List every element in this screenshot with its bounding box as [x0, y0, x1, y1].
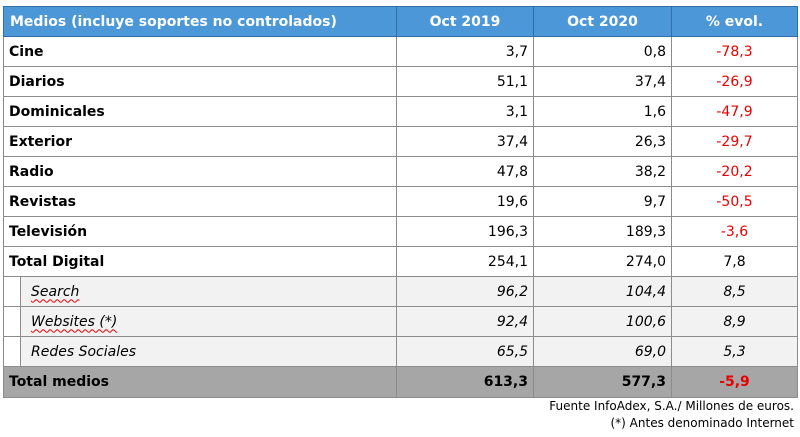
sub-row-label-cell: Redes Sociales	[3, 336, 397, 367]
value-evol: 8,5	[671, 276, 798, 307]
value-oct-2019: 92,4	[396, 306, 534, 337]
value-oct-2020: 38,2	[533, 156, 672, 187]
sub-row-label: Redes Sociales	[31, 343, 136, 360]
table-row: Cine 3,7 0,8 -78,3	[3, 36, 798, 67]
value-oct-2019: 19,6	[396, 186, 534, 217]
sub-row: Search 96,2 104,4 8,5	[3, 276, 798, 307]
value-oct-2020: 104,4	[533, 276, 672, 307]
value-oct-2019: 96,2	[396, 276, 534, 307]
sub-row: Redes Sociales 65,5 69,0 5,3	[3, 336, 798, 367]
header-evol: % evol.	[671, 6, 798, 37]
sub-row-label: Websites (*)	[31, 313, 118, 330]
value-evol: -29,7	[671, 126, 798, 157]
total-oct-2020: 577,3	[533, 366, 672, 398]
row-label: Exterior	[3, 126, 397, 157]
indent-spacer	[4, 337, 21, 366]
header-medios: Medios (incluye soportes no controlados)	[3, 6, 397, 37]
row-label: Cine	[3, 36, 397, 67]
value-oct-2020: 189,3	[533, 216, 672, 247]
value-oct-2019: 3,1	[396, 96, 534, 127]
row-label: Televisión	[3, 216, 397, 247]
value-oct-2019: 65,5	[396, 336, 534, 367]
value-oct-2020: 37,4	[533, 66, 672, 97]
total-row: Total medios 613,3 577,3 -5,9	[3, 366, 798, 398]
total-label: Total medios	[3, 366, 397, 398]
table-row: Radio 47,8 38,2 -20,2	[3, 156, 798, 187]
value-evol: 5,3	[671, 336, 798, 367]
table-row: Televisión 196,3 189,3 -3,6	[3, 216, 798, 247]
value-evol: -50,5	[671, 186, 798, 217]
value-oct-2019: 37,4	[396, 126, 534, 157]
sub-row: Websites (*) 92,4 100,6 8,9	[3, 306, 798, 337]
table-row: Dominicales 3,1 1,6 -47,9	[3, 96, 798, 127]
value-evol: -3,6	[671, 216, 798, 247]
value-oct-2019: 47,8	[396, 156, 534, 187]
total-evol: -5,9	[671, 366, 798, 398]
total-oct-2019: 613,3	[396, 366, 534, 398]
value-evol: -78,3	[671, 36, 798, 67]
table-row: Exterior 37,4 26,3 -29,7	[3, 126, 798, 157]
value-oct-2020: 26,3	[533, 126, 672, 157]
value-oct-2019: 51,1	[396, 66, 534, 97]
footnote: (*) Antes denominado Internet	[610, 416, 795, 430]
value-oct-2020: 69,0	[533, 336, 672, 367]
value-oct-2020: 274,0	[533, 246, 672, 277]
value-evol: -20,2	[671, 156, 798, 187]
value-oct-2020: 9,7	[533, 186, 672, 217]
sub-row-label: Search	[31, 283, 80, 300]
value-evol: 7,8	[671, 246, 798, 277]
table-row: Revistas 19,6 9,7 -50,5	[3, 186, 798, 217]
sub-row-label-cell: Websites (*)	[3, 306, 397, 337]
indent-spacer	[4, 307, 21, 336]
row-label: Dominicales	[3, 96, 397, 127]
value-oct-2020: 100,6	[533, 306, 672, 337]
value-evol: 8,9	[671, 306, 798, 337]
table-row: Diarios 51,1 37,4 -26,9	[3, 66, 798, 97]
value-oct-2019: 196,3	[396, 216, 534, 247]
row-label: Total Digital	[3, 246, 397, 277]
value-evol: -47,9	[671, 96, 798, 127]
value-oct-2019: 3,7	[396, 36, 534, 67]
row-label: Radio	[3, 156, 397, 187]
header-oct-2020: Oct 2020	[533, 6, 672, 37]
media-table: Medios (incluye soportes no controlados)…	[3, 6, 798, 398]
table-row: Total Digital 254,1 274,0 7,8	[3, 246, 798, 277]
row-label: Diarios	[3, 66, 397, 97]
value-evol: -26,9	[671, 66, 798, 97]
header-row: Medios (incluye soportes no controlados)…	[3, 6, 798, 37]
row-label: Revistas	[3, 186, 397, 217]
source-text: Fuente InfoAdex, S.A./ Millones de euros…	[549, 399, 794, 413]
value-oct-2020: 0,8	[533, 36, 672, 67]
value-oct-2019: 254,1	[396, 246, 534, 277]
header-oct-2019: Oct 2019	[396, 6, 534, 37]
indent-spacer	[4, 277, 21, 306]
sub-row-label-cell: Search	[3, 276, 397, 307]
source-note: Fuente InfoAdex, S.A./ Millones de euros…	[549, 399, 794, 413]
value-oct-2020: 1,6	[533, 96, 672, 127]
